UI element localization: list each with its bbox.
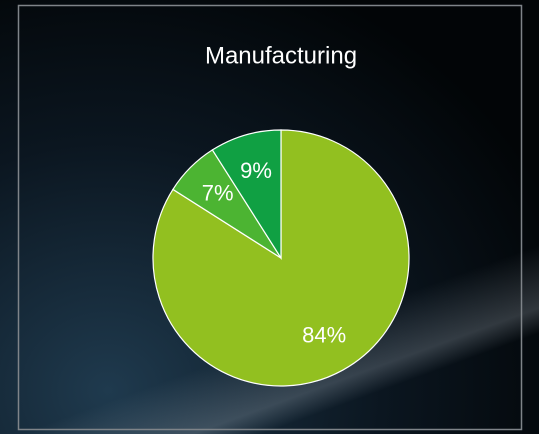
chart-title: Manufacturing: [205, 42, 357, 69]
data-label: 84%: [302, 322, 346, 347]
data-label: 9%: [240, 158, 272, 183]
data-label: 7%: [202, 180, 234, 205]
pie-slice: [211, 129, 282, 261]
chart-frame: [17, 4, 523, 431]
